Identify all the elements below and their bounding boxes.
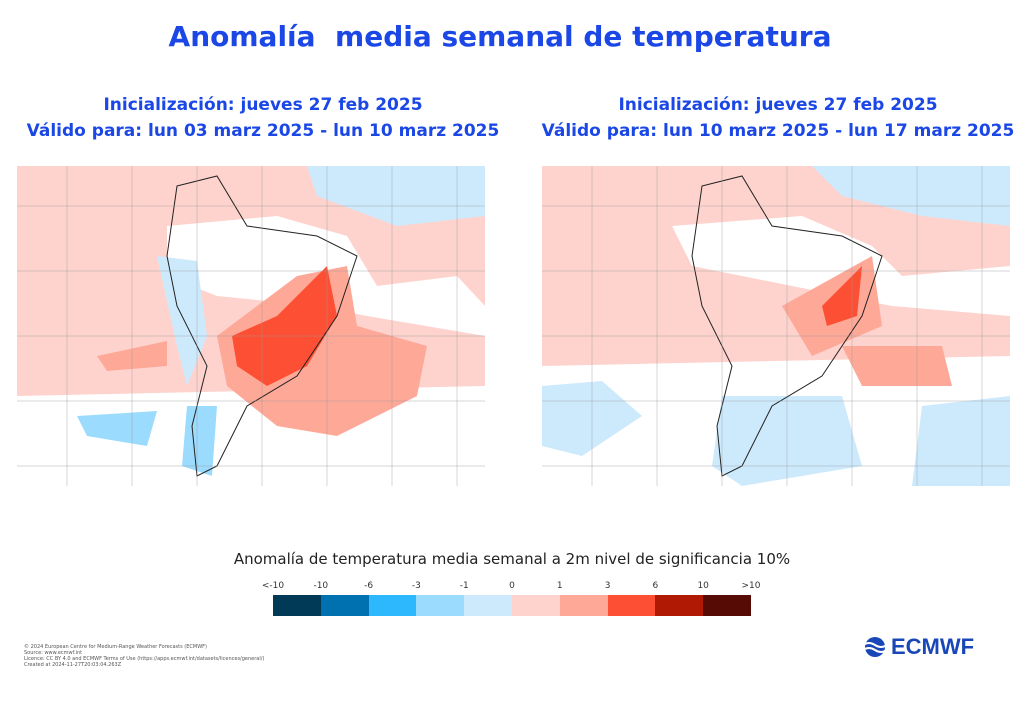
colorbar-label: 6: [652, 581, 659, 591]
map-1-gridlines: [17, 166, 485, 486]
colorbar-swatch: [273, 595, 321, 616]
panel-1-init: Inicialización: jueves 27 feb 2025: [103, 95, 423, 115]
colorbar-label: 0: [509, 581, 515, 591]
footer-line: © 2024 European Centre for Medium-Range …: [24, 644, 207, 650]
colorbar: [273, 595, 751, 616]
ecmwf-logo-icon: [862, 637, 888, 657]
footer-line: Licence: CC BY 4.0 and ECMWF Terms of Us…: [24, 656, 265, 662]
colorbar-label: -3: [411, 581, 421, 591]
map-2-gridlines: [542, 166, 1010, 486]
ecmwf-logo-text: ECMWF: [891, 634, 975, 659]
panel-2-init: Inicialización: jueves 27 feb 2025: [618, 95, 938, 115]
colorbar-label: 1: [556, 581, 563, 591]
colorbar-swatch: [368, 595, 417, 616]
colorbar-swatch: [655, 595, 704, 616]
map-week-2: [542, 166, 1010, 486]
colorbar-label: 10: [697, 581, 709, 591]
colorbar-swatch: [703, 595, 751, 616]
colorbar-label: >10: [741, 581, 761, 591]
page-title: Anomalía media semanal de temperatura: [168, 20, 832, 53]
colorbar-label: 3: [604, 581, 611, 591]
panel-2-valid: Válido para: lun 10 marz 2025 - lun 17 m…: [541, 121, 1015, 141]
colorbar-swatch: [416, 595, 465, 616]
panel-1-valid: Válido para: lun 03 marz 2025 - lun 10 m…: [26, 121, 500, 141]
colorbar-title: Anomalía de temperatura media semanal a …: [233, 550, 791, 568]
footer-line: Created at 2024-11-27T20:03:04.263Z: [24, 662, 122, 668]
colorbar-swatch: [320, 595, 369, 616]
footer-line: Source: www.ecmwf.int: [24, 650, 83, 656]
colorbar-label: -6: [364, 581, 374, 591]
ecmwf-logo: ECMWF: [862, 634, 974, 660]
colorbar-swatch: [511, 595, 560, 616]
colorbar-swatch: [559, 595, 608, 616]
footer-credits: © 2024 European Centre for Medium-Range …: [24, 644, 264, 668]
panel-2-header: Inicialización: jueves 27 feb 2025 Válid…: [528, 92, 1024, 144]
colorbar-label: -10: [313, 581, 329, 591]
colorbar-label: -1: [459, 581, 469, 591]
colorbar-swatch: [607, 595, 656, 616]
panel-1-header: Inicialización: jueves 27 feb 2025 Válid…: [13, 92, 513, 144]
map-week-1: [17, 166, 485, 486]
colorbar-swatch: [464, 595, 512, 616]
colorbar-label: <-10: [261, 581, 285, 591]
